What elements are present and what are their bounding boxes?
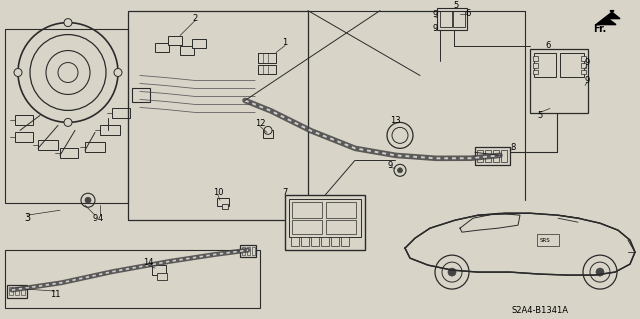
Bar <box>128 11 308 220</box>
Bar <box>263 130 273 138</box>
Circle shape <box>264 126 272 134</box>
Text: 11: 11 <box>50 290 60 299</box>
Bar <box>5 29 128 203</box>
Text: 9: 9 <box>433 24 438 33</box>
Bar <box>301 237 309 246</box>
Bar <box>440 11 452 26</box>
Text: 13: 13 <box>390 116 400 125</box>
Bar <box>168 36 182 45</box>
Text: 5: 5 <box>453 1 459 10</box>
Bar <box>331 237 339 246</box>
Bar <box>477 150 483 162</box>
Text: Fr.: Fr. <box>593 24 607 33</box>
Bar <box>530 48 588 114</box>
Bar <box>242 247 245 255</box>
Text: 8: 8 <box>510 143 516 152</box>
Bar <box>326 202 356 218</box>
Polygon shape <box>596 11 620 25</box>
Bar <box>437 8 467 30</box>
Bar <box>581 56 586 61</box>
Bar <box>15 287 19 295</box>
Text: SRS: SRS <box>540 238 550 243</box>
Circle shape <box>14 69 22 77</box>
Bar <box>15 115 33 125</box>
Bar <box>581 70 586 75</box>
Circle shape <box>64 118 72 126</box>
Bar <box>222 204 228 209</box>
Bar <box>112 108 130 118</box>
Text: 1: 1 <box>282 38 287 47</box>
Circle shape <box>596 268 604 276</box>
Bar <box>321 237 329 246</box>
Bar <box>7 285 27 298</box>
Bar <box>453 11 465 26</box>
Bar <box>152 265 166 275</box>
Circle shape <box>114 69 122 77</box>
Bar <box>285 195 365 250</box>
Text: 9: 9 <box>433 10 438 19</box>
Bar <box>560 53 584 78</box>
Bar <box>60 148 78 158</box>
Text: 9: 9 <box>584 58 589 67</box>
Bar <box>485 150 491 162</box>
Bar <box>85 142 105 152</box>
Circle shape <box>397 168 403 173</box>
Text: 10: 10 <box>212 188 223 197</box>
Text: 4: 4 <box>97 214 102 223</box>
Bar <box>533 70 538 75</box>
Bar <box>217 198 229 206</box>
Bar <box>537 234 559 246</box>
Bar <box>292 220 322 234</box>
Bar <box>21 287 25 295</box>
Bar <box>581 63 586 68</box>
Bar <box>100 125 120 135</box>
Bar <box>311 237 319 246</box>
Text: 5: 5 <box>538 111 543 120</box>
Bar <box>475 147 510 165</box>
Circle shape <box>64 19 72 26</box>
Bar <box>5 250 260 308</box>
Text: 9: 9 <box>92 214 98 223</box>
Bar <box>15 132 33 142</box>
Bar <box>533 56 538 61</box>
Circle shape <box>85 197 91 203</box>
Bar <box>258 53 276 63</box>
Text: 14: 14 <box>143 258 153 267</box>
Bar <box>341 237 349 246</box>
Bar <box>252 247 255 255</box>
Text: 6: 6 <box>465 9 470 18</box>
Bar <box>258 64 276 75</box>
Bar <box>326 220 356 234</box>
Text: 3: 3 <box>24 213 30 223</box>
Text: 6: 6 <box>545 41 550 50</box>
Bar <box>180 46 194 55</box>
Bar <box>501 150 507 162</box>
Text: 9: 9 <box>584 76 589 85</box>
Bar <box>38 140 58 150</box>
Bar <box>132 88 150 102</box>
Text: S2A4-B1341A: S2A4-B1341A <box>511 306 568 315</box>
Bar <box>292 202 322 218</box>
Text: 12: 12 <box>255 119 265 128</box>
Bar <box>240 245 256 257</box>
Bar <box>155 42 169 52</box>
Polygon shape <box>405 213 635 275</box>
Bar <box>9 287 13 295</box>
Text: 7: 7 <box>282 188 288 197</box>
Bar <box>534 53 556 78</box>
Bar <box>291 237 299 246</box>
Bar <box>493 150 499 162</box>
Text: 2: 2 <box>193 14 198 23</box>
Bar <box>289 199 361 237</box>
Bar <box>247 247 250 255</box>
Text: 9: 9 <box>387 161 392 170</box>
Bar <box>533 63 538 68</box>
Bar <box>192 39 206 48</box>
Circle shape <box>448 268 456 276</box>
Bar <box>157 273 167 280</box>
